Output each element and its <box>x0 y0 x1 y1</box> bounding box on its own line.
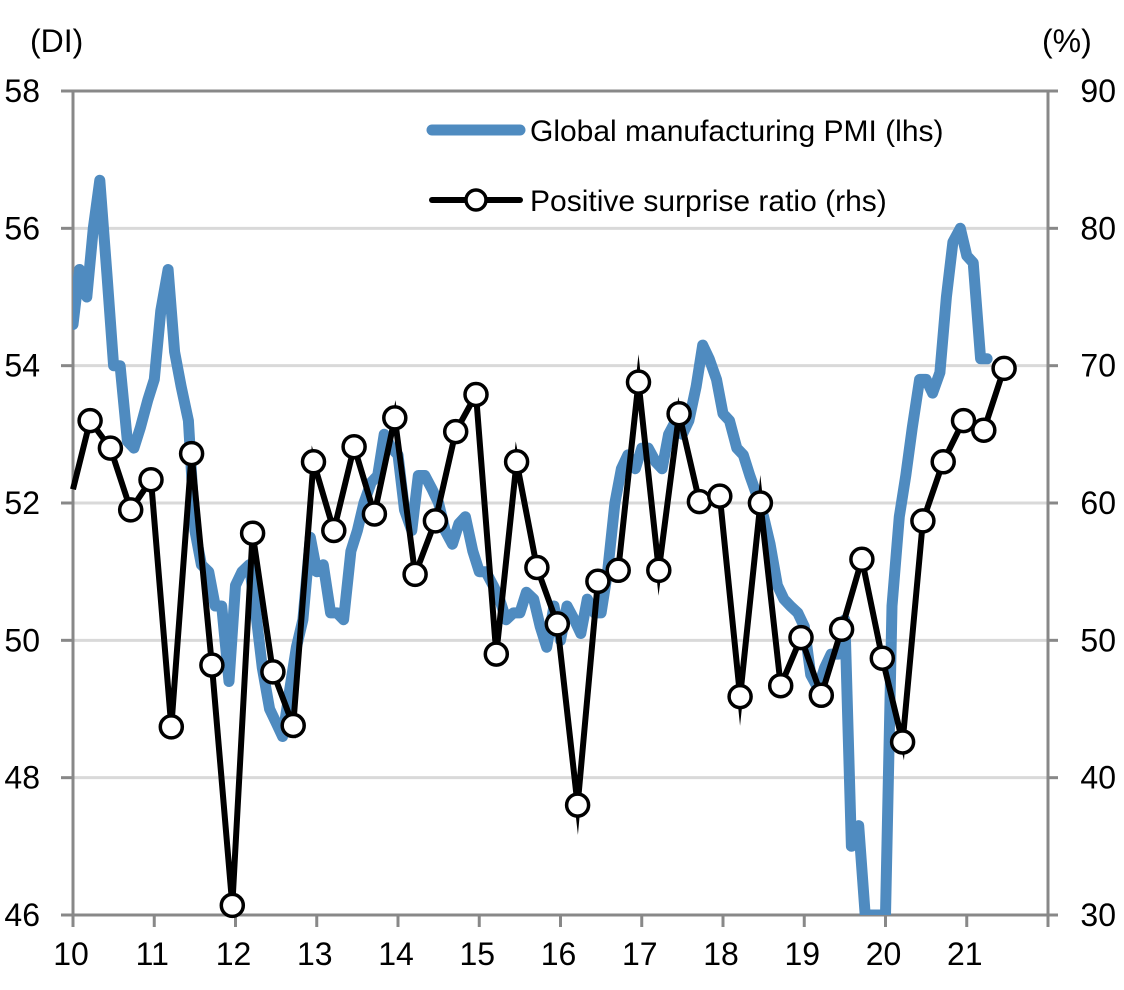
surprise-marker <box>178 440 205 467</box>
left-tick-label: 58 <box>4 73 40 109</box>
surprise-marker <box>138 466 164 493</box>
surprise-marker <box>97 435 124 461</box>
surprise-marker <box>707 483 733 509</box>
surprise-marker <box>564 792 591 818</box>
surprise-marker <box>889 729 916 755</box>
legend: Global manufacturing PMI (lhs) Positive … <box>426 115 944 218</box>
surprise-marker <box>442 418 469 445</box>
surprise-marker <box>869 645 896 671</box>
surprise-marker <box>727 683 753 710</box>
surprise-marker <box>239 520 266 546</box>
x-tick-label: 13 <box>297 936 333 972</box>
surprise-marker <box>828 616 855 643</box>
x-tick-label: 18 <box>703 936 739 972</box>
surprise-marker <box>199 652 225 678</box>
left-tick-label: 56 <box>4 210 40 246</box>
surprise-marker <box>991 355 1017 382</box>
surprise-marker <box>930 449 956 475</box>
x-tick-label: 20 <box>866 936 902 972</box>
surprise-marker <box>585 568 611 595</box>
right-tick-label: 40 <box>1080 760 1116 796</box>
right-tick-label: 50 <box>1080 622 1116 658</box>
left-axis-unit-label: (DI) <box>30 23 83 59</box>
surprise-marker <box>605 557 631 584</box>
left-tick-label: 48 <box>4 760 40 796</box>
surprise-marker <box>422 508 449 534</box>
x-tick-label: 21 <box>947 936 983 972</box>
surprise-marker <box>382 405 408 431</box>
x-tick-label: 17 <box>622 936 658 972</box>
left-tick-label: 46 <box>4 897 40 933</box>
right-axis-unit-label: (%) <box>1042 23 1092 59</box>
x-tick-label: 14 <box>378 936 414 972</box>
surprise-marker <box>321 517 347 544</box>
left-tick-label: 54 <box>4 348 40 384</box>
right-tick-label: 90 <box>1080 73 1116 109</box>
surprise-marker <box>686 488 713 515</box>
surprise-marker <box>910 508 936 534</box>
surprise-marker <box>483 641 510 667</box>
surprise-marker <box>280 712 306 739</box>
surprise-marker <box>950 407 977 434</box>
surprise-marker <box>77 407 103 434</box>
legend-surprise-label: Positive surprise ratio (rhs) <box>530 185 887 218</box>
surprise-marker <box>646 557 672 584</box>
right-tick-label: 60 <box>1080 485 1116 521</box>
surprise-marker <box>219 892 246 919</box>
surprise-marker <box>300 449 327 475</box>
right-tick-label: 80 <box>1080 210 1116 246</box>
surprise-marker <box>158 714 185 740</box>
surprise-marker <box>849 546 875 573</box>
surprise-marker <box>747 490 774 516</box>
x-axis-ticks: 10 11 12 13 14 15 16 17 18 19 20 21 <box>53 915 1050 972</box>
legend-pmi-label: Global manufacturing PMI (lhs) <box>530 115 944 148</box>
surprise-marker <box>971 417 997 443</box>
surprise-marker <box>808 682 835 709</box>
surprise-marker <box>117 497 144 523</box>
x-tick-label: 16 <box>541 936 577 972</box>
x-tick-label: 15 <box>459 936 495 972</box>
x-tick-label: 11 <box>136 936 169 972</box>
surprise-marker <box>260 659 286 685</box>
legend-surprise-marker <box>464 188 488 212</box>
surprise-marker <box>788 624 814 651</box>
x-tick-label: 10 <box>53 936 89 972</box>
x-tick-label: 12 <box>216 936 252 972</box>
right-axis-ticks: 30 40 50 60 70 80 90 <box>1048 73 1116 933</box>
series-surprise <box>70 354 1017 919</box>
right-tick-label: 70 <box>1080 348 1116 384</box>
surprise-marker <box>767 672 794 699</box>
surprise-marker <box>666 400 692 427</box>
left-tick-label: 50 <box>4 622 40 658</box>
left-axis-ticks: 46 48 50 52 54 56 58 <box>4 73 73 933</box>
right-tick-label: 30 <box>1080 897 1116 933</box>
surprise-marker <box>524 554 550 581</box>
surprise-marker <box>544 611 571 637</box>
surprise-marker <box>341 433 367 460</box>
surprise-marker <box>402 561 428 588</box>
surprise-marker <box>503 449 530 475</box>
x-tick-label: 19 <box>784 936 820 972</box>
surprise-marker <box>361 501 388 527</box>
surprise-marker <box>463 381 489 408</box>
surprise-marker <box>625 369 652 395</box>
left-tick-label: 52 <box>4 485 40 521</box>
